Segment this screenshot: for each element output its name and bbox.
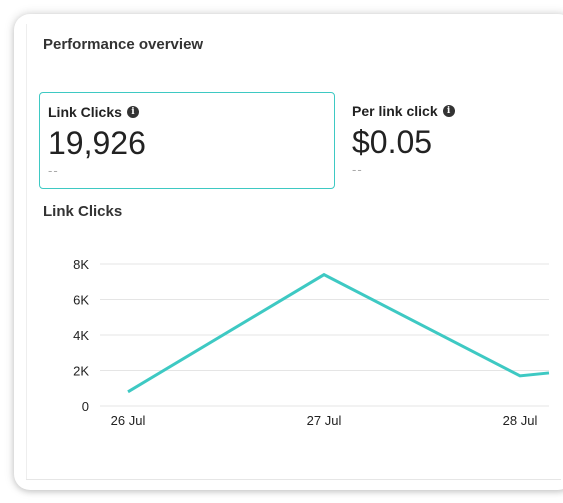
y-tick-label: 0 [82,399,89,414]
chart-title: Link Clicks [43,203,123,220]
y-tick-label: 2K [73,364,89,379]
x-tick-label: 26 Jul [111,413,146,428]
info-icon[interactable]: i [126,106,139,118]
metric-delta: -- [48,163,59,178]
x-tick-label: 28 Jul [503,413,538,428]
section-title: Performance overview [43,36,204,53]
metric-label-row: Link Clicks i [48,104,139,120]
metric-delta: -- [352,162,363,177]
metric-card-per-link-click[interactable]: Per link click i $0.05 -- [344,92,544,189]
metric-label: Link Clicks [48,104,122,120]
series-line [127,272,550,394]
metric-label: Per link click [352,103,438,119]
metric-value: $0.05 [352,124,433,160]
y-tick-label: 6K [73,293,89,308]
metric-label-row: Per link click i [352,103,455,119]
info-icon[interactable]: i [442,105,455,117]
x-tick-label: 27 Jul [307,413,342,428]
metric-value: 19,926 [48,125,146,161]
y-tick-label: 8K [73,257,89,272]
metric-card-link-clicks[interactable]: Link Clicks i 19,926 -- [39,92,335,189]
performance-card [14,14,563,490]
card-divider-bottom [26,479,561,480]
card-divider-left [26,24,27,480]
y-tick-label: 4K [73,328,89,343]
